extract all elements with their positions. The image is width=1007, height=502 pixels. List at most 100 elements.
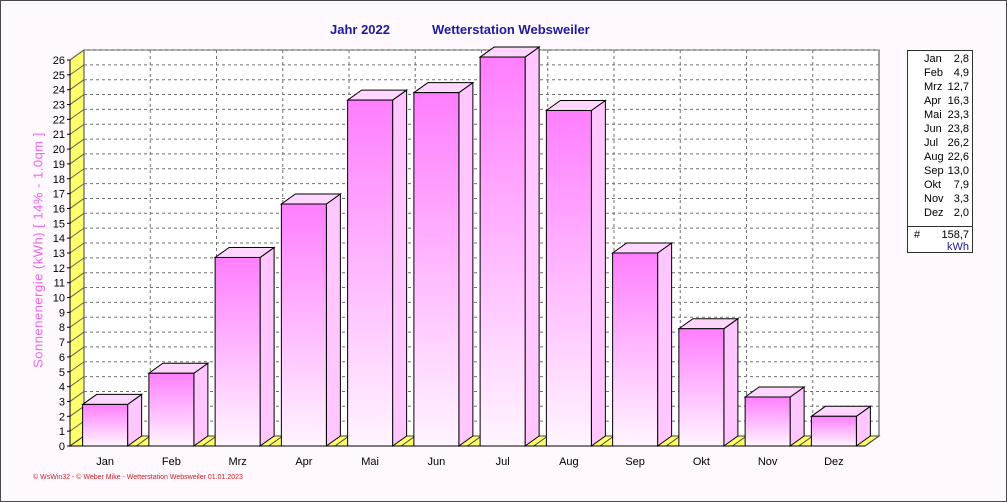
legend-month: Jul (924, 137, 939, 149)
bar (478, 46, 541, 447)
y-tick-label: 13 (53, 248, 65, 260)
legend-total-value: 158,7 (941, 229, 969, 241)
floor-divider (467, 435, 482, 447)
value-legend: Jan 2,8 Feb 4,9 Mrz 12,7 Apr 16,3 Mai 23,3 Jun 23,8… (907, 50, 973, 253)
legend-month: Apr (924, 95, 942, 107)
y-tick-label: 4 (59, 382, 65, 394)
bar-front (280, 203, 327, 447)
footer-credit: © WsWin32 - © Weber Mike - Wetterstation… (33, 474, 243, 481)
y-tick-labels: 0123456789101112131415161718192021222324… (53, 55, 65, 453)
y-tick-label: 12 (53, 263, 65, 275)
y-tick-label: 6 (59, 352, 65, 364)
grid-line-side (69, 361, 85, 373)
bar-front (82, 403, 129, 447)
bar-side (657, 242, 673, 447)
legend-month: Okt (924, 179, 942, 191)
legend-month: Feb (924, 67, 943, 79)
grid-line-side (69, 316, 85, 328)
grid-line-side (69, 391, 85, 402)
x-tick-label: Nov (758, 456, 778, 468)
grid-line-side (69, 301, 85, 313)
y-tick-label: 15 (53, 218, 65, 230)
y-tick-label: 9 (59, 307, 65, 319)
floor-divider (864, 435, 880, 447)
legend-month: Jun (924, 123, 942, 135)
bar-front (479, 56, 526, 447)
y-tick-label: 1 (59, 426, 65, 438)
title-station: Wetterstation Websweiler (432, 22, 590, 37)
floor-divider (798, 435, 814, 447)
y-tick-label: 19 (53, 159, 65, 171)
legend-row: Mrz 12,7 (908, 81, 972, 95)
floor-divider (533, 435, 549, 447)
legend-month: Mai (924, 109, 942, 121)
y-tick-label: 3 (59, 396, 65, 408)
bar-side (458, 81, 474, 447)
grid-line-side (69, 257, 85, 269)
bar-side (524, 46, 540, 447)
y-tick-label: 21 (53, 129, 65, 141)
grid-line-side (69, 346, 85, 358)
bar-series (81, 46, 872, 447)
grid-line-side (69, 108, 85, 120)
legend-value: 23,3 (947, 109, 969, 121)
grid-line-side (69, 138, 85, 150)
grid-line-side (69, 331, 85, 343)
legend-value: 23,8 (947, 123, 969, 135)
plot-floor (68, 435, 881, 447)
y-tick-label: 8 (59, 322, 65, 334)
bar (213, 246, 276, 447)
bar (809, 405, 872, 447)
bar-front (612, 252, 659, 447)
bar-front (545, 109, 592, 447)
x-tick-label: Feb (162, 456, 181, 468)
floor-divider (732, 435, 747, 447)
grid-line-side (69, 405, 85, 417)
y-tick-label: 0 (59, 441, 65, 453)
legend-value: 16,3 (947, 95, 969, 107)
x-tick-label: Sep (625, 456, 645, 468)
bar-front (413, 92, 460, 447)
x-tick-labels: Jan Feb Mrz Apr Mai Jun Jul Aug Sep Okt Nov Dez (96, 456, 843, 468)
grid-line-side (69, 272, 85, 284)
x-tick-label: Jan (96, 456, 114, 468)
legend-row: Apr 16,3 (908, 95, 972, 109)
axes (67, 59, 865, 447)
legend-row: Feb 4,9 (908, 67, 972, 81)
grid-line-side (69, 376, 85, 388)
legend-row: Jul 26,2 (908, 137, 972, 151)
y-tick-label: 7 (59, 337, 65, 349)
legend-value: 4,9 (953, 67, 969, 79)
y-tick-label: 25 (53, 70, 65, 82)
bar (544, 99, 607, 447)
grid-line-side (69, 242, 85, 254)
legend-month: Nov (924, 193, 944, 205)
grid-line-side (69, 94, 85, 105)
x-tick-label: Mrz (228, 456, 246, 468)
bar-front (810, 415, 857, 447)
bar-front (148, 372, 195, 447)
legend-total-unit: kWh (947, 241, 969, 253)
legend-value: 13,0 (947, 165, 969, 177)
y-tick-label: 5 (59, 367, 65, 379)
x-tick-label: Mai (361, 456, 379, 468)
legend-divider (908, 226, 972, 227)
y-tick-label: 11 (54, 278, 65, 290)
legend-total-symbol: # (914, 229, 921, 241)
floor-divider (665, 435, 681, 447)
grid-line-side (69, 183, 85, 195)
grid-line-side (69, 64, 85, 76)
x-tick-label: Okt (693, 456, 710, 468)
bar-front (347, 99, 394, 447)
legend-row: Jan 2,8 (908, 53, 972, 67)
legend-row: Mai 23,3 (908, 109, 972, 123)
grid-line-side (69, 79, 85, 91)
y-tick-label: 2 (59, 411, 65, 423)
legend-value: 2,0 (953, 207, 969, 219)
bar-front (744, 396, 791, 447)
floor-divider (69, 435, 85, 447)
grid-line-side (69, 153, 85, 165)
grid-line-side (69, 227, 85, 239)
bar-side (193, 362, 209, 447)
bar (412, 81, 475, 447)
